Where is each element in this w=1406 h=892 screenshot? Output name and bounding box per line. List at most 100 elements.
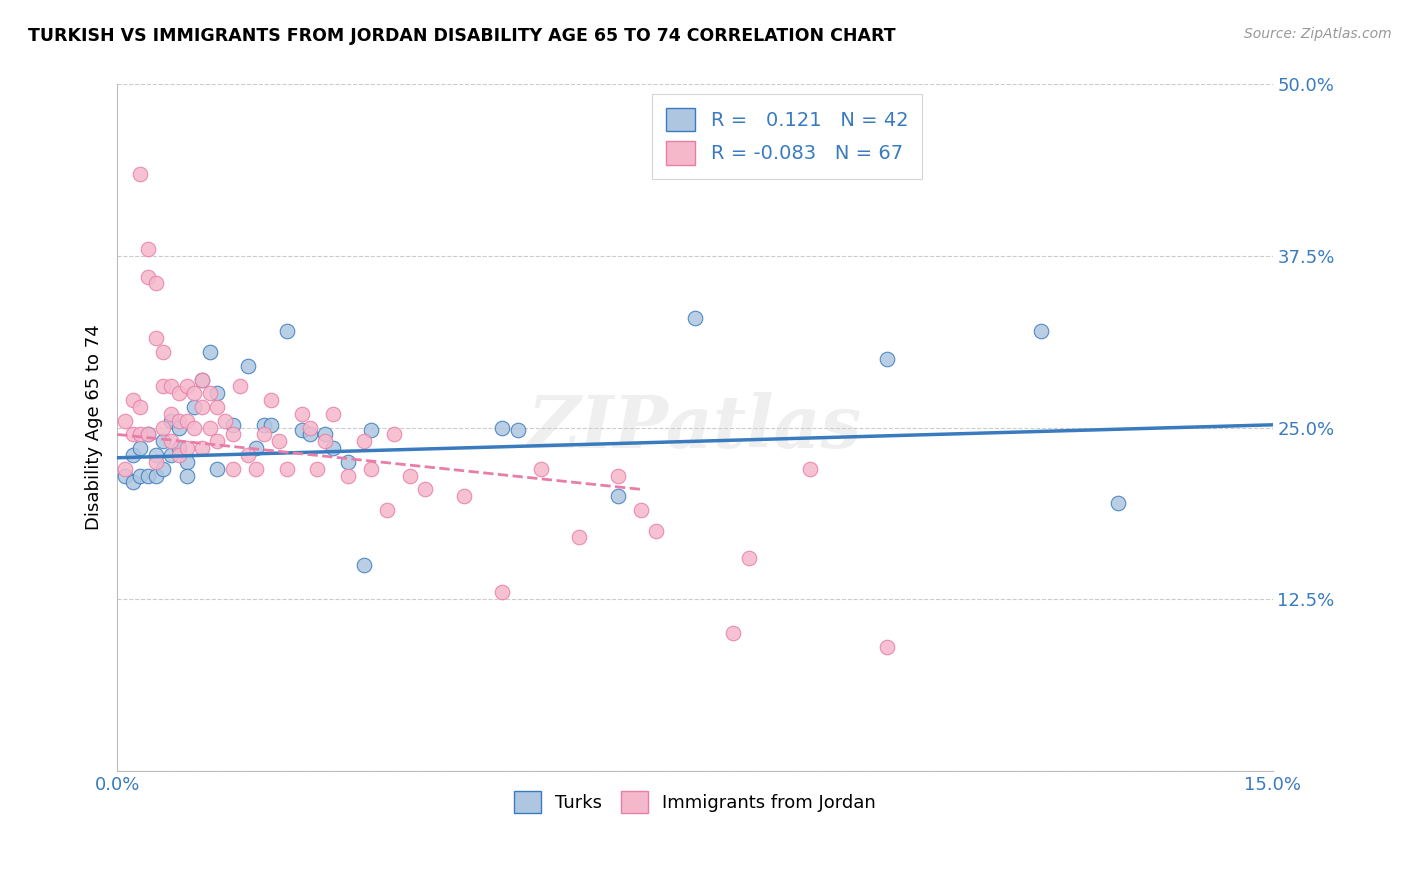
Point xyxy=(129,167,152,181)
Point xyxy=(260,393,283,408)
Text: Source: ZipAtlas.com: Source: ZipAtlas.com xyxy=(1244,27,1392,41)
Point xyxy=(183,386,205,401)
Point xyxy=(222,417,245,432)
Point xyxy=(160,379,183,393)
Point xyxy=(160,407,183,421)
Point xyxy=(229,379,252,393)
Point xyxy=(506,423,529,437)
Point xyxy=(568,530,591,544)
Point xyxy=(291,423,314,437)
Point xyxy=(176,468,198,483)
Point xyxy=(683,310,706,325)
Point xyxy=(207,400,229,414)
Point xyxy=(152,434,174,449)
Point xyxy=(167,414,190,428)
Point xyxy=(121,448,143,462)
Point xyxy=(167,386,190,401)
Point xyxy=(136,427,159,442)
Point xyxy=(222,461,245,475)
Point xyxy=(191,441,214,455)
Point xyxy=(399,468,422,483)
Y-axis label: Disability Age 65 to 74: Disability Age 65 to 74 xyxy=(86,325,103,531)
Point xyxy=(160,434,183,449)
Point xyxy=(384,427,406,442)
Point xyxy=(198,345,221,359)
Point xyxy=(167,420,190,434)
Point xyxy=(413,483,436,497)
Point xyxy=(222,427,245,442)
Point xyxy=(236,359,259,373)
Point xyxy=(337,455,360,469)
Legend: Turks, Immigrants from Jordan: Turks, Immigrants from Jordan xyxy=(503,780,887,823)
Point xyxy=(245,461,267,475)
Point xyxy=(207,461,229,475)
Point xyxy=(152,379,174,393)
Point xyxy=(1031,325,1053,339)
Point xyxy=(606,468,628,483)
Point xyxy=(152,345,174,359)
Point xyxy=(176,455,198,469)
Point xyxy=(353,434,375,449)
Point xyxy=(160,414,183,428)
Point xyxy=(167,448,190,462)
Point xyxy=(276,325,298,339)
Point xyxy=(145,331,167,345)
Point xyxy=(799,461,821,475)
Point xyxy=(160,448,183,462)
Point xyxy=(322,441,344,455)
Point xyxy=(198,386,221,401)
Point xyxy=(1108,496,1130,510)
Point xyxy=(360,461,382,475)
Point xyxy=(198,420,221,434)
Point xyxy=(183,400,205,414)
Point xyxy=(245,441,267,455)
Point xyxy=(876,640,898,655)
Point xyxy=(145,448,167,462)
Point xyxy=(337,468,360,483)
Point xyxy=(136,427,159,442)
Point xyxy=(260,417,283,432)
Point xyxy=(136,242,159,256)
Point xyxy=(491,420,513,434)
Point xyxy=(129,427,152,442)
Point xyxy=(129,400,152,414)
Point xyxy=(207,386,229,401)
Point xyxy=(152,461,174,475)
Point xyxy=(723,626,745,640)
Point xyxy=(191,400,214,414)
Point xyxy=(136,269,159,284)
Point xyxy=(152,420,174,434)
Point xyxy=(307,461,329,475)
Point xyxy=(876,351,898,366)
Point xyxy=(121,393,143,408)
Point xyxy=(121,427,143,442)
Point xyxy=(121,475,143,490)
Point xyxy=(453,489,475,503)
Point xyxy=(114,414,136,428)
Point xyxy=(530,461,553,475)
Point xyxy=(145,455,167,469)
Point xyxy=(176,414,198,428)
Point xyxy=(176,379,198,393)
Point xyxy=(314,434,336,449)
Point xyxy=(630,503,652,517)
Point xyxy=(252,417,274,432)
Point xyxy=(491,585,513,599)
Point xyxy=(136,468,159,483)
Point xyxy=(606,489,628,503)
Point xyxy=(314,427,336,442)
Point xyxy=(191,372,214,386)
Point xyxy=(353,558,375,572)
Point xyxy=(214,414,236,428)
Point xyxy=(276,461,298,475)
Point xyxy=(738,551,761,566)
Point xyxy=(298,427,321,442)
Point xyxy=(267,434,290,449)
Point xyxy=(252,427,274,442)
Point xyxy=(291,407,314,421)
Point xyxy=(167,441,190,455)
Point xyxy=(375,503,398,517)
Point xyxy=(145,468,167,483)
Point xyxy=(207,434,229,449)
Text: TURKISH VS IMMIGRANTS FROM JORDAN DISABILITY AGE 65 TO 74 CORRELATION CHART: TURKISH VS IMMIGRANTS FROM JORDAN DISABI… xyxy=(28,27,896,45)
